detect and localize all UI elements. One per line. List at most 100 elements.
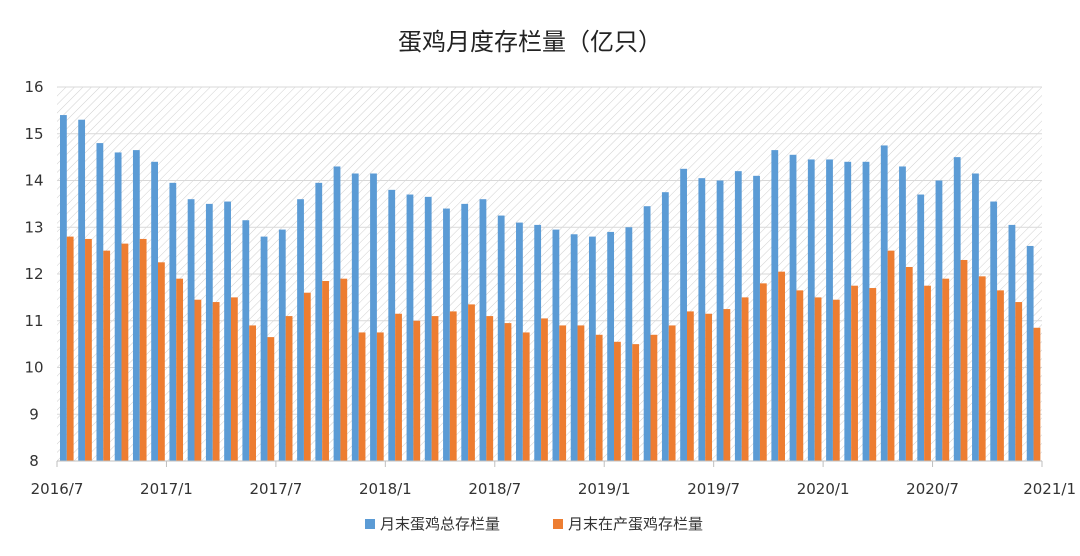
y-axis-ticks: 8 9 10 11 12 13 14 15 16 xyxy=(24,78,43,470)
bar-total xyxy=(114,152,122,461)
bar-producing xyxy=(176,278,184,461)
bar-producing xyxy=(303,292,311,461)
bar-total xyxy=(753,175,760,461)
legend-label: 月末在产蛋鸡存栏量 xyxy=(568,515,703,533)
bar-producing xyxy=(66,236,74,461)
bar-producing xyxy=(541,318,548,461)
bar-producing xyxy=(267,337,275,461)
bar-total xyxy=(899,166,906,461)
bar-total xyxy=(315,182,323,461)
bar-producing xyxy=(632,344,640,462)
bar-producing xyxy=(614,341,621,461)
bar-total xyxy=(935,180,943,461)
bar-producing xyxy=(869,288,877,461)
x-tick-label: 2017/1 xyxy=(140,480,193,498)
bar-total xyxy=(588,236,596,461)
bar-total xyxy=(96,143,104,461)
bar-producing xyxy=(851,285,858,461)
bar-producing xyxy=(997,290,1004,461)
x-axis-ticks: 2016/7 2017/1 2017/7 2018/1 2018/7 2019/1 2019… xyxy=(31,480,1076,498)
bar-producing xyxy=(85,238,92,461)
bar-total xyxy=(351,173,359,462)
bar-producing xyxy=(230,297,238,462)
bar-producing xyxy=(759,283,767,461)
bar-producing xyxy=(686,311,694,461)
x-tick-label: 2019/1 xyxy=(578,480,631,498)
bar-total xyxy=(972,173,979,462)
bar-total xyxy=(534,224,542,461)
bar-producing xyxy=(486,316,494,461)
bar-producing xyxy=(340,278,348,461)
bar-total xyxy=(680,168,687,461)
bar-producing xyxy=(522,332,530,461)
bar-producing xyxy=(103,250,111,462)
bar-producing xyxy=(322,281,329,461)
bar-total xyxy=(242,220,250,461)
bar-producing xyxy=(249,325,257,461)
bar-total xyxy=(698,178,706,461)
bar-total xyxy=(789,154,797,462)
bar-total xyxy=(497,215,505,461)
bar-producing xyxy=(121,243,129,461)
bar-producing xyxy=(577,325,585,461)
bar-total xyxy=(424,196,432,462)
bar-total xyxy=(661,192,669,461)
y-tick-label: 10 xyxy=(24,359,43,377)
bar-total xyxy=(771,150,779,462)
y-tick-label: 8 xyxy=(29,452,39,470)
bar-total xyxy=(169,182,177,461)
bar-producing xyxy=(395,313,402,461)
bar-total xyxy=(443,208,450,461)
bar-total xyxy=(643,206,651,461)
bar-producing xyxy=(595,334,603,461)
bar-producing xyxy=(559,325,567,461)
bar-producing xyxy=(139,238,147,461)
x-tick-label: 2018/7 xyxy=(468,480,521,498)
x-axis xyxy=(56,460,1043,467)
bar-producing xyxy=(413,320,421,461)
bar-producing xyxy=(778,271,785,461)
bar-total xyxy=(1026,245,1034,461)
bar-total xyxy=(297,199,304,461)
bar-total xyxy=(370,173,377,462)
bar-total xyxy=(224,201,231,462)
bar-total xyxy=(187,199,195,461)
bar-producing xyxy=(723,309,731,461)
bar-total xyxy=(151,161,158,462)
legend-label: 月末蛋鸡总存栏量 xyxy=(380,515,500,533)
bar-producing xyxy=(705,313,713,461)
bar-producing xyxy=(358,332,366,461)
bar-total xyxy=(1008,224,1016,461)
bar-total xyxy=(406,194,414,461)
bar-producing xyxy=(668,325,676,461)
bar-producing xyxy=(431,316,439,461)
bar-producing xyxy=(814,297,822,462)
x-tick-label: 2020/1 xyxy=(797,480,850,498)
legend-swatch xyxy=(553,519,563,529)
bar-producing xyxy=(504,323,512,461)
bar-producing xyxy=(376,332,384,461)
bar-producing xyxy=(650,334,658,461)
chart-title: 蛋鸡月度存栏量（亿只） xyxy=(398,28,662,56)
bar-total xyxy=(132,150,140,462)
y-tick-label: 11 xyxy=(24,312,43,330)
bar-producing xyxy=(887,250,895,462)
y-tick-label: 15 xyxy=(24,125,43,143)
bar-producing xyxy=(1015,302,1023,461)
bar-total xyxy=(461,203,469,462)
y-tick-label: 14 xyxy=(24,172,43,190)
bar-total xyxy=(880,145,888,461)
bar-total xyxy=(60,115,67,462)
bar-total xyxy=(205,203,213,462)
bar-producing xyxy=(905,266,913,461)
bar-producing xyxy=(449,311,457,461)
y-tick-label: 9 xyxy=(29,405,39,423)
bar-total xyxy=(844,161,852,462)
bar-producing xyxy=(285,316,293,461)
bar-total xyxy=(953,157,961,462)
gridlines xyxy=(57,86,1042,415)
y-tick-label: 12 xyxy=(24,265,43,283)
legend-swatch xyxy=(365,519,375,529)
bar-total xyxy=(260,236,268,461)
